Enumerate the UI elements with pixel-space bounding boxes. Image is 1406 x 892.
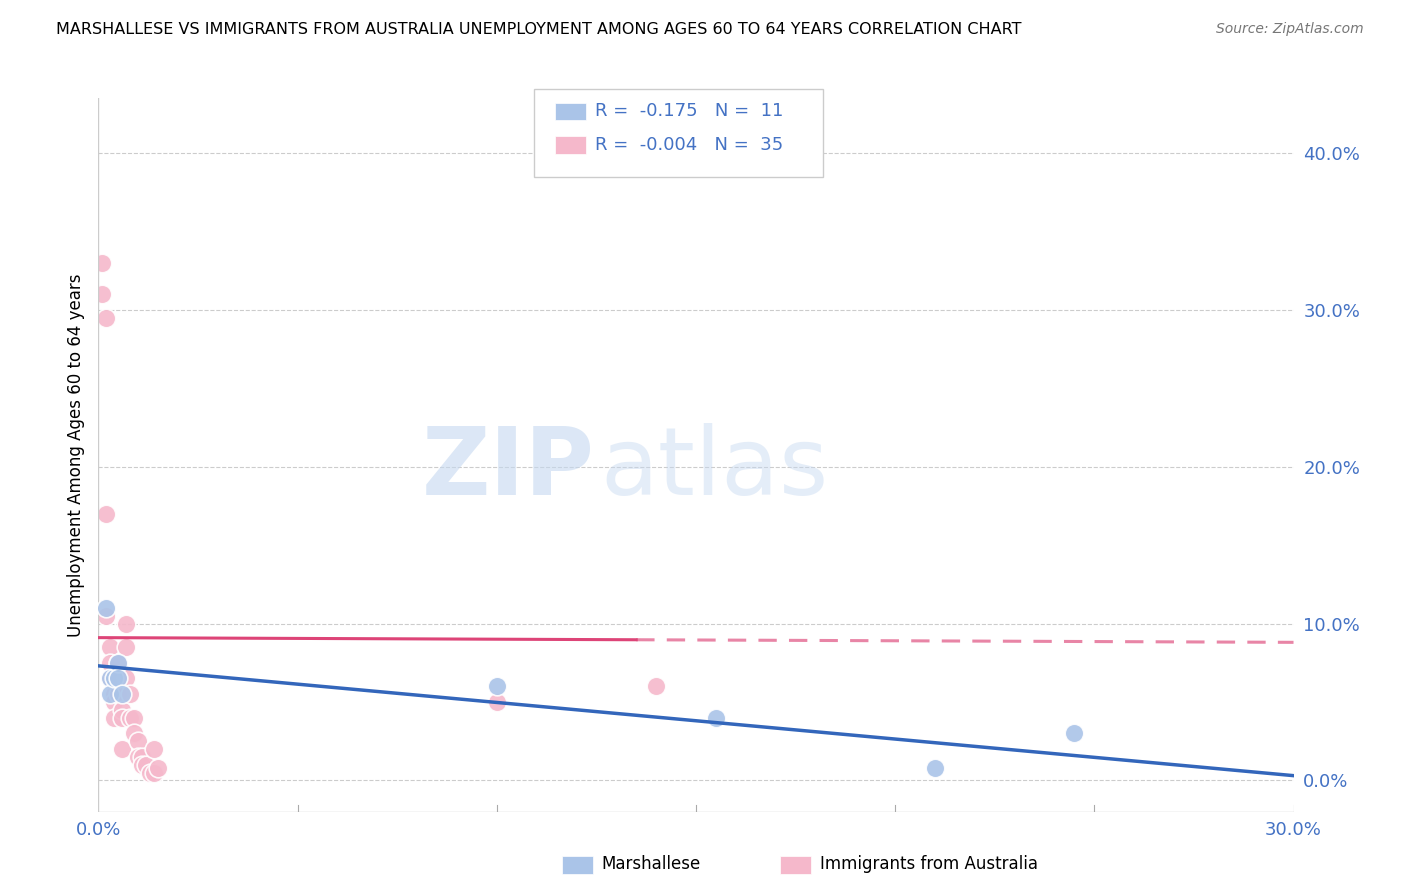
Point: [100, 672, 122, 686]
Point: [148, 761, 170, 775]
Point: [100, 687, 122, 701]
Point: [131, 757, 153, 772]
Point: [485, 679, 508, 693]
Point: [115, 640, 138, 654]
Point: [485, 695, 508, 709]
Point: [107, 672, 129, 686]
Point: [120, 687, 142, 701]
Point: [103, 672, 125, 686]
Point: [96, 310, 118, 325]
Point: [115, 616, 138, 631]
Point: [924, 761, 946, 775]
Text: Source: ZipAtlas.com: Source: ZipAtlas.com: [1216, 22, 1364, 37]
Point: [100, 672, 122, 686]
Point: [96, 608, 118, 623]
Point: [115, 672, 138, 686]
Point: [100, 656, 122, 670]
Text: Immigrants from Australia: Immigrants from Australia: [820, 855, 1038, 873]
Point: [704, 711, 727, 725]
Text: atlas: atlas: [600, 423, 828, 516]
Point: [103, 687, 125, 701]
Point: [96, 507, 118, 521]
Point: [127, 734, 149, 748]
Point: [127, 749, 149, 764]
Text: ZIP: ZIP: [422, 423, 595, 516]
Point: [124, 711, 146, 725]
Point: [111, 687, 134, 701]
Y-axis label: Unemployment Among Ages 60 to 64 years: Unemployment Among Ages 60 to 64 years: [66, 273, 84, 637]
Point: [107, 656, 129, 670]
Point: [135, 757, 157, 772]
Text: R =  -0.004   N =  35: R = -0.004 N = 35: [595, 136, 783, 153]
Point: [91, 287, 114, 301]
Point: [107, 672, 129, 686]
Point: [143, 742, 166, 756]
Point: [103, 711, 125, 725]
Point: [103, 695, 125, 709]
Point: [120, 711, 142, 725]
Text: MARSHALLESE VS IMMIGRANTS FROM AUSTRALIA UNEMPLOYMENT AMONG AGES 60 TO 64 YEARS : MARSHALLESE VS IMMIGRANTS FROM AUSTRALIA…: [56, 22, 1022, 37]
Text: Marshallese: Marshallese: [602, 855, 702, 873]
Point: [131, 749, 153, 764]
Point: [1063, 726, 1085, 740]
Point: [139, 765, 162, 780]
Text: R =  -0.175   N =  11: R = -0.175 N = 11: [595, 102, 783, 120]
Point: [143, 765, 166, 780]
Point: [111, 703, 134, 717]
Point: [111, 711, 134, 725]
Point: [107, 656, 129, 670]
Point: [124, 726, 146, 740]
Point: [645, 679, 668, 693]
Point: [96, 600, 118, 615]
Point: [111, 742, 134, 756]
Point: [91, 256, 114, 270]
Point: [100, 640, 122, 654]
Point: [107, 687, 129, 701]
